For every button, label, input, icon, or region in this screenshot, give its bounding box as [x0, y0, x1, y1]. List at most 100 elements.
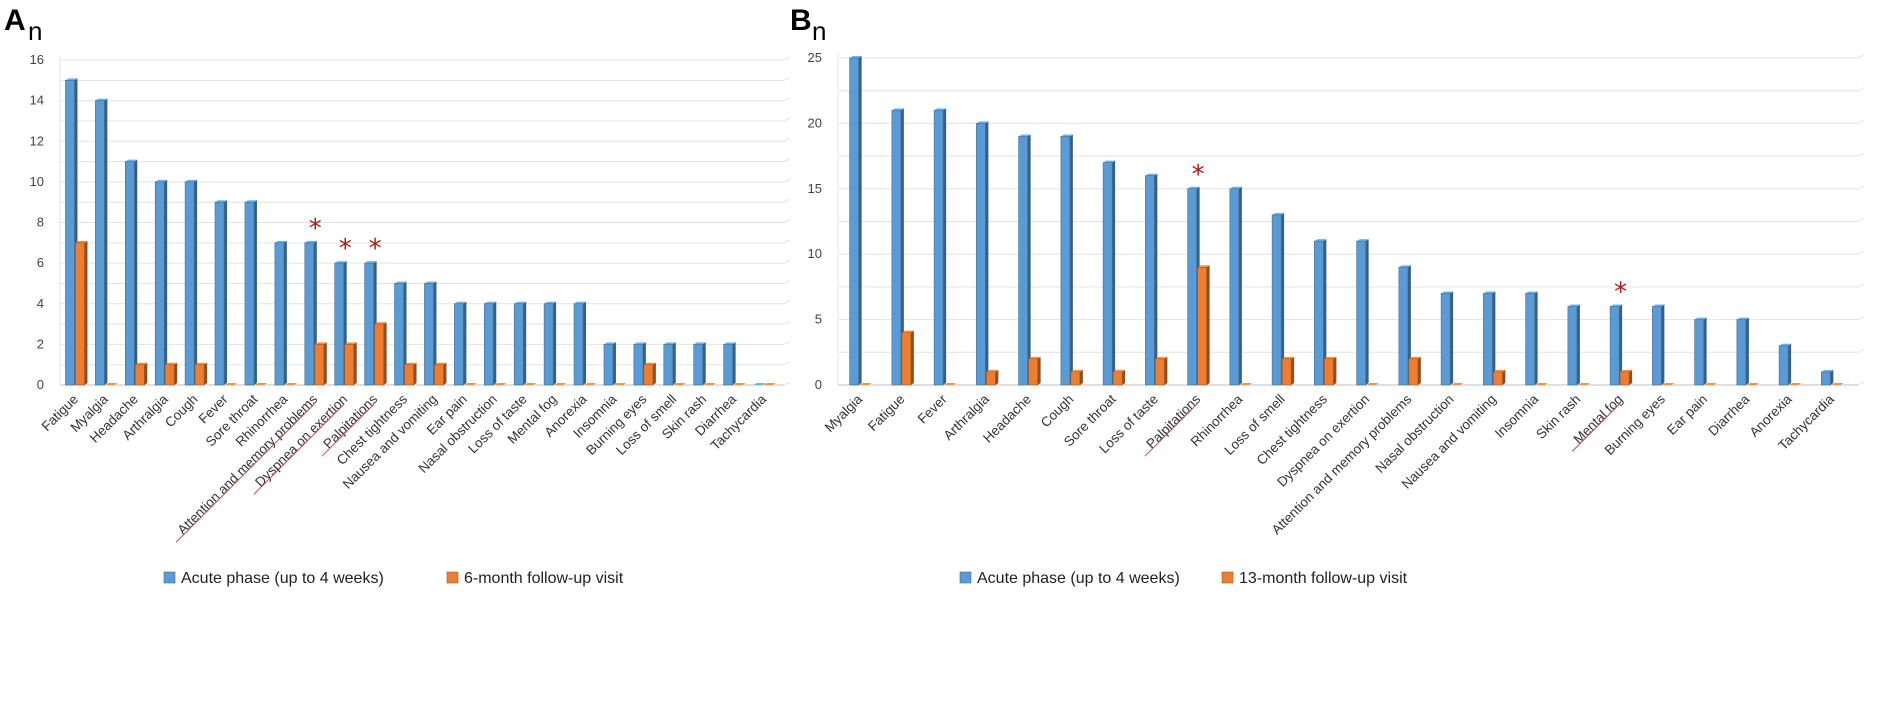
bar-side [493, 301, 497, 385]
bar-top [554, 383, 567, 385]
bar-front [901, 332, 912, 386]
bar-front [434, 364, 444, 386]
bar-side [1661, 304, 1665, 385]
bar-13-month-cough [1070, 369, 1083, 386]
bar-front [573, 303, 584, 386]
bar-6-month-attention-and-memory-problems [314, 342, 327, 386]
bar-top [215, 200, 228, 203]
bar-front [344, 344, 355, 386]
gridline-depth [783, 381, 791, 386]
bar-acute-nasal-obstruction [483, 301, 497, 386]
bar-front [543, 303, 554, 386]
bar-top [524, 383, 537, 385]
bar-side [224, 200, 228, 385]
bar-13-month-myalgia [859, 383, 872, 385]
bar-acute-tachycardia [753, 383, 766, 385]
bar-acute-loss-of-smell [1271, 212, 1285, 386]
gridline-depth [1857, 283, 1865, 288]
bar-6-month-loss-of-taste [524, 383, 537, 385]
y-axis-label: n [28, 16, 42, 46]
bar-front [1736, 319, 1747, 386]
bar-6-month-anorexia [584, 383, 597, 385]
bar-front [1609, 306, 1620, 386]
bar-top [424, 281, 437, 284]
bar-side [383, 322, 387, 385]
bar-front [194, 364, 205, 386]
legend-label: 13-month follow-up visit [1239, 570, 1408, 587]
gridline-depth [1857, 348, 1865, 353]
bar-top [1366, 383, 1379, 385]
bar-acute-anorexia [1778, 343, 1792, 386]
bar-acute-fatigue [891, 108, 904, 386]
y-tick-label: 14 [30, 93, 44, 108]
bar-6-month-cough [194, 362, 208, 386]
bar-top [633, 342, 646, 345]
bar-top [603, 342, 616, 345]
bar-front [134, 364, 145, 386]
bar-top [1652, 304, 1665, 307]
bar-acute-rhinorrhea [1229, 186, 1242, 386]
bar-front [1778, 345, 1789, 386]
bar-acute-arthralgia [154, 179, 168, 386]
bar-top [891, 108, 904, 111]
gridline-depth [783, 219, 791, 223]
gridline-depth [1857, 381, 1865, 386]
bar-acute-insomnia [603, 342, 616, 386]
bar-front [394, 283, 404, 386]
bar-side [1333, 356, 1337, 385]
bar-front [1567, 306, 1578, 386]
bar-top [314, 342, 327, 345]
bar-13-month-fatigue [901, 330, 914, 386]
bar-side [433, 281, 437, 385]
bar-front [1028, 358, 1038, 386]
bar-top [304, 240, 317, 243]
bar-13-month-attention-and-memory-problems [1408, 356, 1421, 386]
bar-acute-dyspnea-on-exertion [1356, 239, 1369, 386]
bar-front [1525, 293, 1535, 386]
significance-underline [253, 403, 345, 495]
bar-front [214, 201, 225, 386]
bar-side [732, 342, 736, 385]
bar-top [703, 383, 716, 385]
bar-side [1502, 369, 1506, 385]
bar-top [544, 301, 557, 304]
bar-top [1493, 369, 1506, 372]
bar-top [1483, 291, 1496, 294]
bar-acute-nasal-obstruction [1440, 291, 1454, 386]
bar-front [1398, 266, 1409, 386]
bar-13-month-nasal-obstruction [1451, 383, 1464, 385]
bar-top [986, 369, 999, 372]
bar-top [663, 342, 676, 345]
bar-top [643, 362, 656, 365]
bar-side [1079, 369, 1083, 385]
bar-front [1187, 188, 1197, 386]
bar-13-month-insomnia [1535, 383, 1548, 385]
bar-front [1145, 175, 1155, 386]
bar-top [1187, 186, 1200, 189]
bar-front [1694, 319, 1704, 386]
bar-side [134, 159, 138, 385]
bar-top [1567, 304, 1580, 307]
bar-top [1736, 317, 1749, 320]
significance-underline [175, 403, 315, 543]
y-tick-label: 10 [30, 174, 44, 189]
y-tick-label: 8 [37, 215, 44, 230]
bar-13-month-burning-eyes [1662, 383, 1675, 385]
bar-acute-loss-of-taste [1145, 173, 1158, 386]
bar-top [135, 362, 148, 365]
y-tick-label: 25 [808, 50, 822, 65]
bar-side [253, 200, 257, 385]
gridline-depth [1857, 250, 1865, 255]
y-tick-label: 10 [808, 246, 822, 261]
bar-6-month-rhinorrhea [284, 383, 297, 385]
bar-top [1324, 356, 1337, 359]
panel-letter-b: B [790, 4, 812, 37]
bar-13-month-nausea-and-vomiting [1493, 369, 1506, 386]
bar-top [1535, 383, 1548, 385]
bar-front [1356, 240, 1366, 386]
bar-front [1281, 358, 1292, 386]
bar-front [95, 100, 105, 386]
bar-front [1408, 358, 1419, 386]
bar-top [1272, 212, 1285, 215]
